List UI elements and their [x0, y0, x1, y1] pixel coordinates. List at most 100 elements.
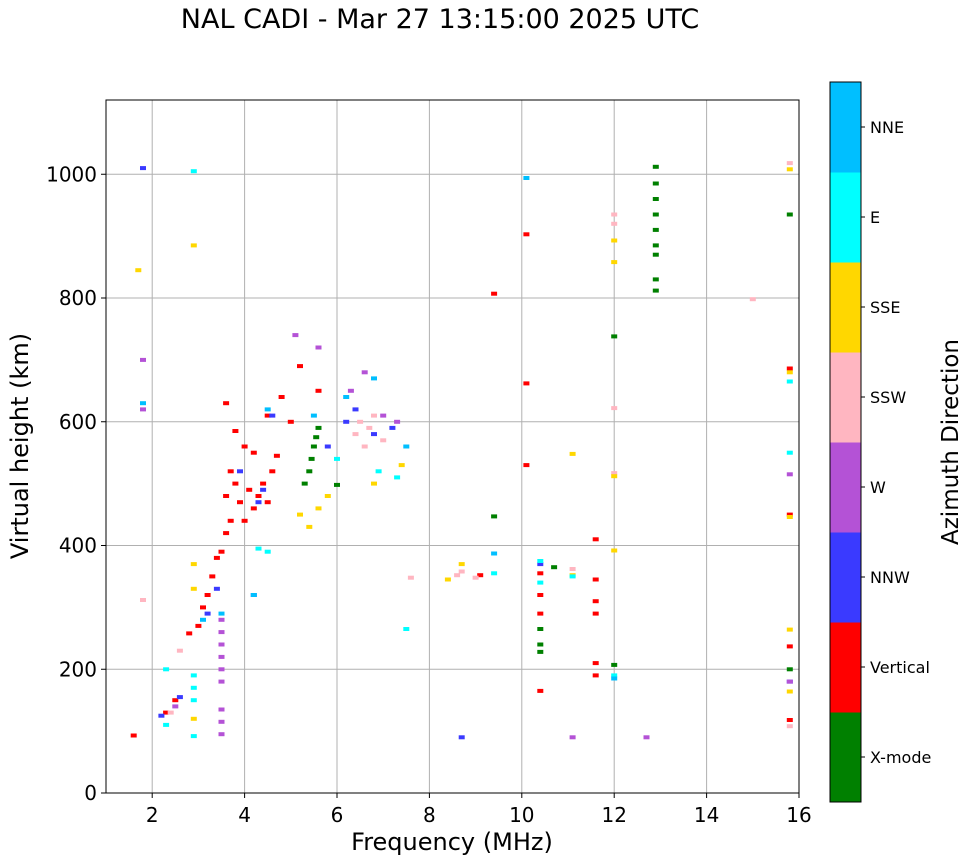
- data-point-vertical: [195, 623, 202, 628]
- data-point-vertical: [592, 673, 599, 678]
- colorbar-category-label: Vertical: [870, 658, 930, 677]
- data-point-ssw: [611, 471, 618, 476]
- data-point-vertical: [227, 518, 234, 523]
- colorbar-swatch: [830, 622, 861, 713]
- data-point-e: [394, 475, 401, 480]
- data-point-ssw: [611, 406, 618, 411]
- data-point-w: [218, 679, 225, 684]
- x-tick-label: 14: [694, 803, 719, 827]
- data-point-w: [140, 357, 146, 362]
- data-point-x-mode: [315, 425, 322, 430]
- data-point-nnw: [237, 469, 243, 474]
- data-point-nnw: [389, 425, 396, 430]
- colorbar-category-label: E: [870, 208, 880, 227]
- data-point-sse: [786, 689, 793, 694]
- data-point-vertical: [537, 611, 544, 616]
- data-point-ssw: [380, 438, 387, 443]
- data-point-sse: [306, 524, 313, 529]
- data-point-e: [190, 734, 197, 739]
- data-point-sse: [190, 716, 197, 721]
- data-point-sse: [315, 506, 322, 511]
- data-point-vertical: [537, 571, 544, 576]
- data-point-e: [375, 469, 382, 474]
- x-tick-label: 12: [601, 803, 626, 827]
- data-point-vertical: [223, 401, 230, 406]
- data-point-vertical: [200, 605, 206, 610]
- data-point-nne: [264, 407, 271, 412]
- data-point-x-mode: [551, 565, 558, 570]
- data-point-w: [172, 704, 179, 709]
- data-point-ssw: [786, 724, 793, 729]
- colorbar-category-label: W: [870, 478, 886, 497]
- data-point-ssw: [749, 297, 756, 302]
- data-point-vertical: [163, 710, 170, 715]
- data-point-sse: [190, 562, 197, 567]
- data-point-e: [786, 450, 793, 455]
- data-point-x-mode: [652, 277, 659, 282]
- data-point-x-mode: [308, 456, 315, 461]
- data-point-x-mode: [786, 212, 793, 217]
- data-point-x-mode: [652, 252, 659, 257]
- data-point-x-mode: [491, 514, 498, 519]
- axes: 2 4 6 8 10 12 14 16 0 200 400 600 800 1000: [46, 162, 812, 827]
- y-tick-label: 0: [84, 781, 97, 805]
- data-point-x-mode: [334, 482, 340, 487]
- data-point-nne: [523, 176, 530, 180]
- data-point-vertical: [246, 487, 253, 492]
- data-point-ssw: [167, 710, 174, 715]
- data-point-vertical: [273, 453, 280, 458]
- data-point-ssw: [371, 413, 377, 418]
- data-point-w: [380, 413, 387, 418]
- data-point-w: [394, 419, 401, 424]
- data-point-nnw: [204, 611, 211, 616]
- data-point-x-mode: [652, 181, 659, 186]
- data-point-vertical: [592, 611, 599, 616]
- data-point-vertical: [592, 599, 599, 604]
- data-point-vertical: [523, 381, 530, 386]
- data-point-x-mode: [652, 243, 659, 248]
- data-point-vertical: [241, 518, 248, 523]
- data-point-vertical: [227, 469, 234, 474]
- data-point-nnw: [260, 487, 267, 492]
- data-point-sse: [569, 451, 576, 456]
- data-point-x-mode: [652, 212, 659, 217]
- data-point-nne: [250, 593, 257, 597]
- colorbar-swatch: [830, 532, 861, 623]
- colorbar-swatch: [830, 712, 861, 803]
- plot-frame: [105, 99, 800, 794]
- data-point-sse: [611, 260, 618, 265]
- data-point-nnw: [537, 562, 544, 567]
- colorbar-swatch: [830, 172, 861, 263]
- data-point-e: [163, 722, 170, 727]
- data-point-w: [218, 642, 225, 647]
- data-point-vertical: [223, 531, 230, 536]
- x-tick-label: 16: [786, 803, 811, 827]
- data-point-ssw: [569, 567, 576, 571]
- data-point-w: [786, 472, 793, 477]
- data-point-nne: [371, 376, 377, 381]
- colorbar-category-label: SSE: [870, 298, 900, 317]
- data-point-vertical: [786, 366, 793, 371]
- data-point-vertical: [592, 577, 599, 582]
- data-point-sse: [611, 548, 618, 553]
- data-point-nne: [200, 617, 206, 622]
- data-point-x-mode: [652, 197, 659, 201]
- data-point-nnw: [324, 444, 331, 449]
- x-tick-label: 10: [509, 803, 534, 827]
- data-point-e: [537, 559, 544, 563]
- y-tick-label: 800: [59, 286, 97, 310]
- data-point-vertical: [204, 593, 211, 597]
- data-point-e: [190, 673, 197, 678]
- data-point-vertical: [523, 463, 530, 468]
- data-point-x-mode: [652, 164, 659, 169]
- data-point-ssw: [176, 648, 183, 653]
- data-point-nnw: [343, 419, 350, 424]
- x-tick-label: 8: [423, 803, 436, 827]
- data-point-vertical: [172, 698, 179, 703]
- data-point-x-mode: [786, 667, 793, 672]
- data-point-vertical: [269, 469, 276, 474]
- data-point-vertical: [255, 494, 262, 498]
- data-point-nnw: [140, 166, 146, 171]
- data-point-vertical: [592, 661, 599, 666]
